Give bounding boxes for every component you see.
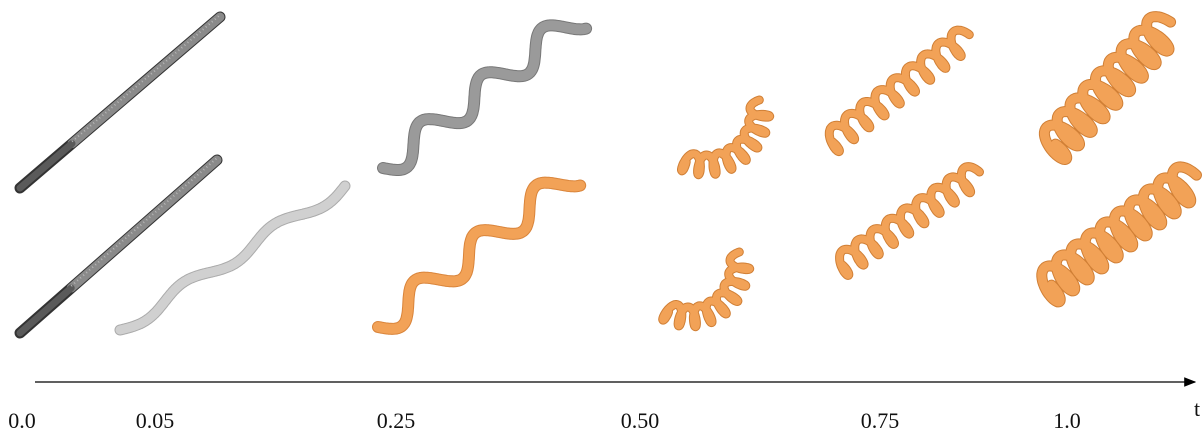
time-label: 0.25	[377, 408, 416, 433]
time-label: 0.75	[861, 408, 900, 433]
time-label: 0.05	[136, 408, 175, 433]
time-label: 0.0	[8, 408, 36, 433]
rod-body	[72, 17, 220, 144]
axis-label: t	[1194, 396, 1200, 421]
structures	[20, 15, 1197, 333]
time-label: 0.50	[621, 408, 660, 433]
page: t 0.0 0.05 0.25 0.50 0.75 1.0 (() => { c…	[0, 0, 1203, 434]
tube	[120, 186, 345, 330]
rod-shade	[20, 144, 72, 188]
tube	[378, 183, 580, 329]
helix	[1044, 17, 1170, 160]
rod-shade	[20, 288, 71, 333]
tube	[383, 25, 586, 170]
time-label: 1.0	[1053, 408, 1081, 433]
rod-body	[71, 160, 217, 288]
helix	[1042, 167, 1197, 302]
helix	[829, 30, 969, 152]
figure: t 0.0 0.05 0.25 0.50 0.75 1.0	[0, 0, 1203, 434]
